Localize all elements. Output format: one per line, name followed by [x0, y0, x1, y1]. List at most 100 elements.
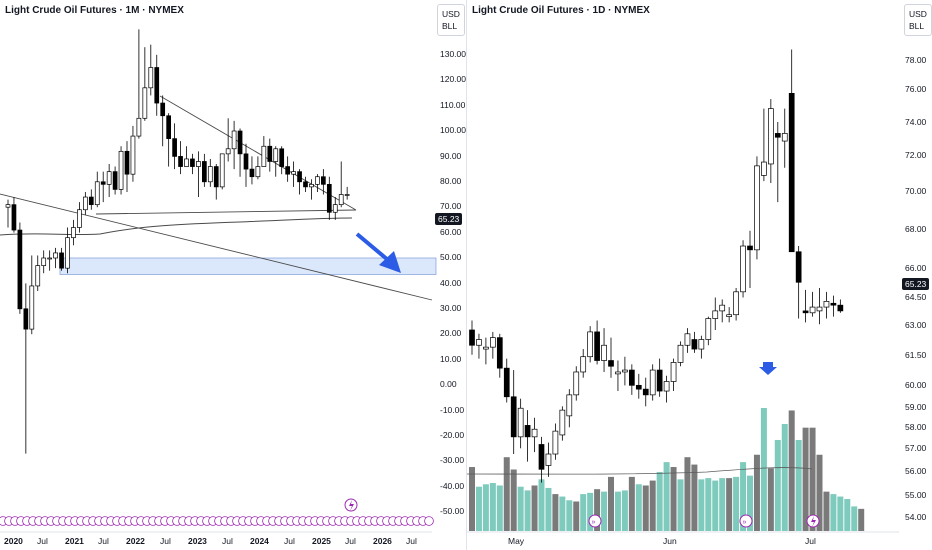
bearish-candle: [524, 425, 531, 438]
volume-bar-up: [614, 491, 621, 531]
time-tick-label: 2021: [65, 536, 84, 546]
bearish-candle: [213, 166, 219, 188]
time-tick-label: 2026: [373, 536, 392, 546]
volume-bar-down: [573, 501, 580, 531]
bullish-candle: [649, 369, 656, 396]
bearish-candle: [100, 181, 106, 185]
unit-label: BLL: [909, 21, 925, 31]
volume-bar-down: [670, 467, 677, 531]
bullish-candle: [670, 362, 677, 382]
bearish-candle: [496, 337, 503, 369]
price-tick-label: -40.00: [440, 480, 465, 491]
panel-divider[interactable]: [466, 0, 467, 550]
bearish-candle: [88, 196, 94, 206]
bullish-candle: [573, 371, 580, 396]
volume-bar-down: [510, 469, 517, 531]
bullish-candle: [677, 344, 684, 363]
price-tick-label: 20.00: [440, 328, 462, 339]
bearish-candle: [279, 148, 285, 167]
price-tick-label: 110.00: [440, 99, 466, 110]
bearish-candle: [691, 339, 698, 350]
bullish-candle: [698, 339, 705, 350]
bearish-candle: [321, 176, 326, 185]
volume-bar-up: [712, 480, 719, 531]
currency-unit-box[interactable]: USD BLL: [437, 4, 465, 36]
volume-bar-down: [802, 427, 809, 531]
volume-average-line: [467, 467, 813, 475]
volume-bar-up: [830, 494, 837, 531]
price-tick-label: 40.00: [440, 277, 462, 288]
bearish-candle: [59, 252, 64, 269]
volume-bar-up: [538, 479, 545, 531]
bullish-candle: [309, 183, 314, 188]
time-tick-label: 2020: [4, 536, 23, 546]
bullish-candle: [148, 67, 154, 89]
volume-bar-down: [649, 480, 656, 531]
price-tick-label: -50.00: [440, 506, 465, 517]
bullish-candle: [130, 135, 136, 175]
bearish-candle: [795, 251, 802, 283]
lower-trendline: [95, 209, 357, 215]
price-tick-label: 66.00: [905, 263, 927, 273]
bearish-candle: [249, 168, 255, 178]
bearish-candle: [503, 367, 510, 398]
bearish-candle: [774, 133, 781, 138]
daily-chart-canvas[interactable]: »»: [467, 0, 932, 550]
volume-bar-up: [740, 462, 747, 531]
bearish-candle: [285, 166, 290, 175]
event-marker-icon: [424, 516, 434, 526]
last-price-tag: 65.23: [902, 278, 930, 290]
time-tick-label: 2023: [188, 536, 207, 546]
time-tick-label: Jul: [406, 536, 417, 546]
bullish-candle: [601, 344, 607, 361]
time-tick-label: Jul: [284, 536, 295, 546]
price-tick-label: -10.00: [440, 404, 465, 415]
bullish-candle: [684, 333, 691, 346]
bearish-candle: [124, 150, 130, 175]
bearish-candle: [23, 308, 29, 330]
volume-bar-down: [552, 494, 559, 531]
bullish-candle: [483, 346, 489, 350]
monthly-chart-canvas[interactable]: [0, 0, 466, 550]
volume-bar-up: [705, 478, 712, 531]
volume-bar-up: [524, 490, 531, 531]
support-zone: [59, 257, 437, 275]
time-tick-label: 2022: [126, 536, 145, 546]
volume-bar-down: [594, 489, 601, 531]
price-tick-label: 57.00: [905, 443, 927, 453]
rollover-icon: [739, 514, 753, 528]
volume-bar-up: [545, 487, 552, 531]
volume-bar-up: [719, 478, 726, 531]
volume-bar-up: [781, 423, 788, 531]
bullish-candle: [77, 209, 82, 228]
price-tick-label: 60.00: [905, 380, 927, 390]
bullish-candle: [315, 176, 320, 185]
price-tick-label: 100.00: [440, 125, 466, 136]
price-tick-label: 74.00: [905, 117, 927, 127]
bullish-candle: [184, 158, 189, 167]
volume-bar-up: [733, 476, 740, 531]
volume-bar-up: [496, 485, 503, 531]
daily-chart-panel[interactable]: »» Light Crude Oil Futures · 1D · NYMEX …: [467, 0, 932, 550]
lightning-icon: [349, 500, 354, 511]
bullish-candle: [726, 314, 732, 317]
bearish-candle: [326, 183, 332, 213]
upper-trendline: [159, 95, 357, 211]
bullish-candle: [255, 166, 261, 178]
price-tick-label: 120.00: [440, 74, 466, 85]
chart-title-monthly: Light Crude Oil Futures · 1M · NYMEX: [5, 5, 184, 16]
volume-bar-down: [809, 427, 816, 531]
price-tick-label: -30.00: [440, 455, 465, 466]
price-tick-label: 90.00: [440, 150, 462, 161]
volume-bar-down: [767, 468, 774, 531]
bullish-candle: [566, 394, 573, 417]
bullish-candle: [517, 407, 524, 438]
monthly-chart-panel[interactable]: Light Crude Oil Futures · 1M · NYMEX USD…: [0, 0, 466, 550]
moving-average-line: [0, 217, 353, 236]
currency-unit-box[interactable]: USD BLL: [904, 4, 932, 36]
bearish-candle: [160, 102, 166, 117]
time-tick-label: 2025: [312, 536, 331, 546]
bullish-candle: [531, 428, 538, 438]
bullish-candle: [338, 194, 344, 206]
price-tick-label: 59.00: [905, 402, 927, 412]
